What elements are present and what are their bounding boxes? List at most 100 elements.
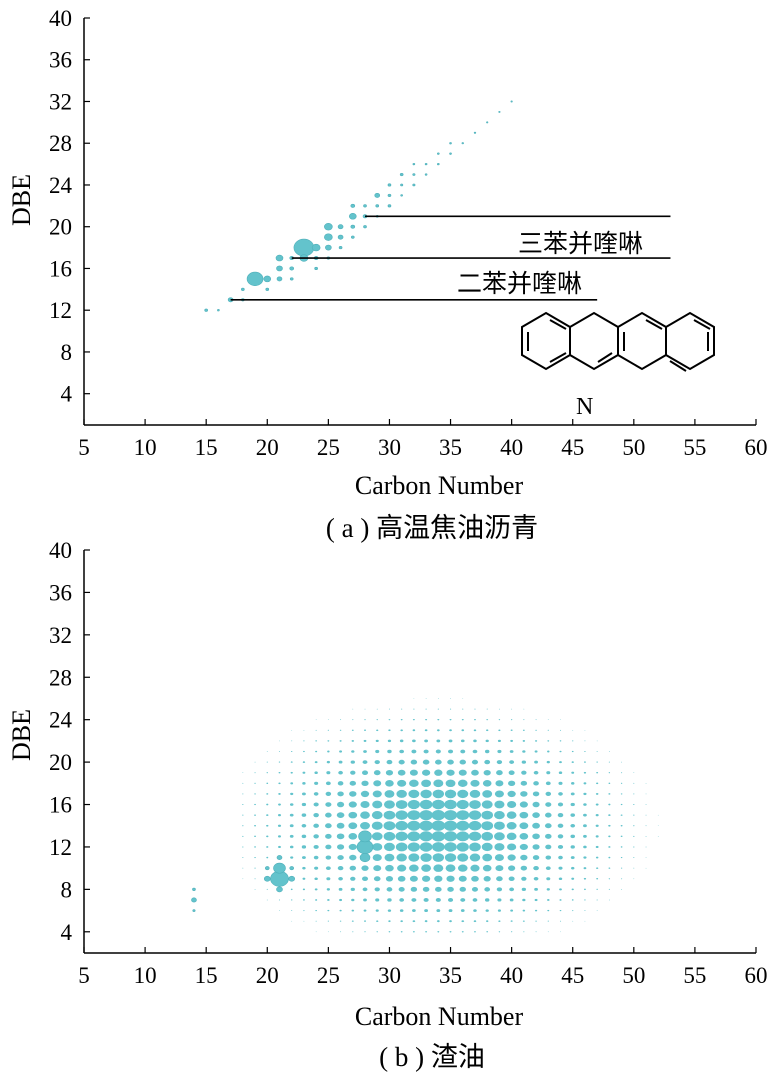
bubble (595, 835, 599, 838)
bubble (559, 899, 562, 901)
bubble (497, 909, 501, 912)
bubble (422, 769, 431, 776)
bubble (457, 864, 468, 872)
bubble (276, 265, 283, 272)
bubble (412, 909, 416, 912)
bubble (523, 931, 525, 933)
bubble (559, 750, 562, 753)
bubble (337, 791, 344, 797)
bubble (290, 761, 293, 763)
bubble (595, 845, 599, 849)
bubble (470, 864, 480, 872)
bubble (325, 781, 331, 786)
bubble (645, 825, 647, 827)
bubble (266, 888, 268, 890)
bubble (339, 898, 343, 902)
bubble (469, 853, 481, 862)
bubble (397, 779, 407, 787)
bubble (241, 287, 245, 291)
bubble (291, 740, 293, 742)
bubble (572, 920, 574, 922)
bubble (315, 750, 318, 753)
annotation-dibenzoquinoline: 二苯并喹啉 (457, 269, 582, 298)
bubble (412, 739, 416, 743)
bubble (547, 909, 550, 912)
bubble (557, 823, 564, 828)
bubble (387, 193, 392, 197)
bubble (596, 751, 598, 752)
bubble (395, 800, 408, 809)
bubble (633, 772, 635, 774)
bubble (533, 770, 539, 775)
bubble (388, 920, 391, 923)
bubble (348, 833, 358, 840)
bubble (560, 719, 561, 720)
bubble (400, 719, 403, 721)
bubble (325, 833, 332, 839)
bubble (303, 729, 305, 731)
bubble (459, 759, 466, 765)
bubble (535, 931, 537, 933)
bubble (395, 842, 408, 852)
bubble (596, 878, 599, 880)
bubble (397, 769, 406, 776)
bubble (645, 804, 647, 805)
bubble (608, 824, 611, 827)
bubble (494, 832, 505, 841)
bubble (485, 909, 489, 912)
bubble (595, 803, 599, 806)
y-tick-label: 32 (49, 623, 72, 648)
bubble (326, 877, 331, 881)
bubble (546, 760, 550, 764)
bubble (327, 899, 330, 901)
bubble (484, 759, 491, 765)
bubble (273, 862, 286, 874)
bubble (595, 824, 599, 827)
bubble (486, 729, 489, 732)
bubble (348, 213, 357, 220)
bubble (327, 920, 330, 922)
bubble (383, 800, 395, 809)
bubble (472, 749, 478, 754)
b-y-ticks: 4 8 12 16 20 24 28 32 36 40 (49, 538, 90, 945)
bubble (449, 708, 452, 710)
bubble (361, 865, 369, 871)
bubble (560, 931, 561, 933)
bubble (584, 740, 586, 742)
bubble (350, 760, 355, 764)
bubble (546, 771, 551, 775)
bubble (313, 834, 319, 839)
bubble (449, 718, 452, 721)
bubble (383, 810, 396, 820)
y-tick-label: 28 (49, 665, 72, 690)
bubble (435, 759, 442, 765)
bubble (461, 729, 465, 732)
bubble (596, 899, 598, 901)
b-bubbles (191, 698, 659, 933)
bubble (360, 811, 370, 819)
bubble (457, 789, 469, 799)
y-tick-label: 16 (49, 256, 72, 281)
bubble (266, 793, 269, 795)
bubble (558, 877, 563, 881)
bubble (633, 804, 635, 806)
bubble (385, 876, 394, 882)
y-tick-label: 8 (61, 877, 73, 902)
bubble (425, 698, 427, 699)
bubble (350, 203, 356, 208)
bubble (534, 740, 538, 742)
bubble (457, 779, 468, 787)
bubble (352, 719, 354, 721)
bubble (372, 843, 383, 851)
bubble (407, 799, 420, 810)
bubble (409, 864, 419, 872)
bubble (364, 729, 366, 732)
bubble (608, 751, 610, 752)
bubble (520, 791, 528, 797)
bubble (424, 739, 428, 743)
bubble (457, 853, 469, 862)
bubble (510, 931, 513, 933)
bubble (302, 866, 306, 870)
panel-a: 5 10 15 20 25 30 35 40 45 50 55 60 4 8 12 16 20 24 28 32 36… (7, 6, 768, 543)
bubble (584, 920, 586, 922)
